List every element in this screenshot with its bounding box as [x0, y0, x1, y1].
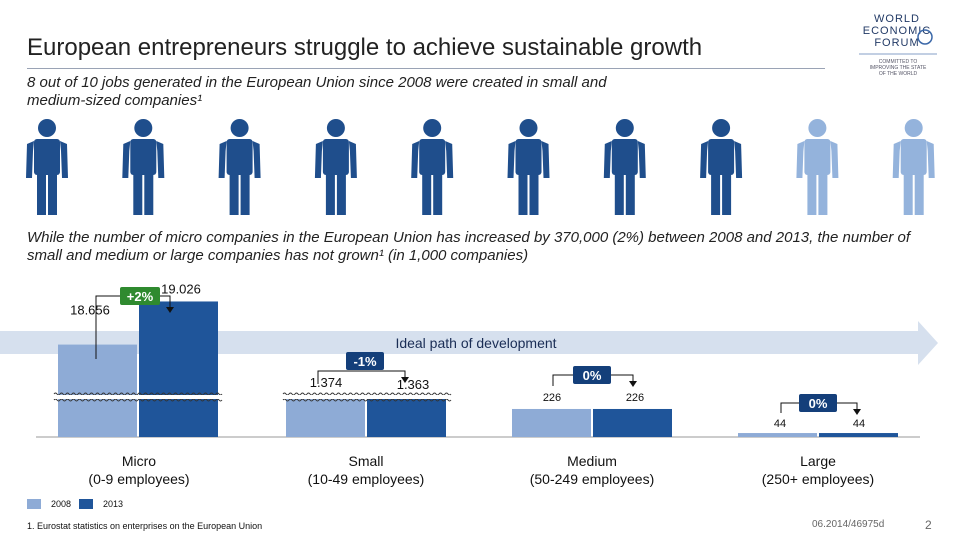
change-badge [573, 366, 611, 384]
data-label-2008: 226 [543, 392, 561, 404]
person-icon [411, 119, 454, 215]
bar-2008 [738, 433, 817, 437]
svg-text:ECONOMIC: ECONOMIC [863, 25, 932, 37]
category-label: Medium [567, 453, 617, 469]
svg-text:OF THE WORLD: OF THE WORLD [879, 71, 918, 77]
change-badge [346, 352, 384, 370]
bar-2008 [58, 344, 137, 437]
ideal-path-label: Ideal path of development [395, 335, 556, 351]
ideal-path-arrow [0, 321, 938, 365]
change-badge [799, 394, 837, 412]
person-icon [218, 119, 261, 215]
data-label-2013: 19.026 [161, 283, 201, 296]
change-connector [317, 370, 406, 384]
change-badge-label: 0% [583, 368, 602, 383]
category-label: Large [800, 453, 836, 469]
arrow-head [629, 381, 637, 387]
axis-break [282, 392, 452, 396]
svg-text:IMPROVING THE STATE: IMPROVING THE STATE [870, 65, 927, 71]
person-icon [603, 119, 646, 215]
person-icon [314, 119, 357, 215]
person-icon [122, 119, 165, 215]
bar-2013 [819, 433, 898, 437]
category-label: Small [348, 453, 383, 469]
axis-break [53, 392, 223, 396]
change-badge-label: 0% [809, 396, 828, 411]
category-label: (10-49 employees) [308, 471, 425, 487]
chart-description: While the number of micro companies in t… [27, 229, 911, 264]
person-icon [700, 119, 743, 215]
wef-logo: WORLD ECONOMIC FORUM COMMITTED TO IMPROV… [859, 13, 937, 77]
person-icon [796, 119, 839, 215]
svg-text:COMMITTED TO: COMMITTED TO [879, 59, 918, 65]
arrow-head [166, 307, 174, 313]
arrow-head [853, 409, 861, 415]
data-label-2008: 18.656 [70, 303, 110, 318]
bar-2008 [512, 408, 591, 437]
legend-label-2013: 2013 [103, 499, 124, 509]
axis-break [53, 398, 223, 402]
category-label: (50-249 employees) [530, 471, 655, 487]
legend-swatch-2008 [27, 499, 41, 509]
subtitle: 8 out of 10 jobs generated in the Europe… [27, 74, 607, 109]
page-number: 2 [925, 518, 932, 532]
axis-break [282, 398, 452, 402]
person-icon [507, 119, 550, 215]
data-label-2013: 44 [853, 418, 865, 430]
data-label-2013: 1.363 [397, 377, 430, 392]
change-badge [120, 287, 160, 305]
legend-swatch-2013 [79, 499, 93, 509]
bar-2013 [367, 397, 446, 437]
bar-2013 [593, 408, 672, 437]
axis-break-gap [283, 395, 450, 399]
change-badge-label: -1% [353, 354, 377, 369]
person-icon [892, 119, 935, 215]
svg-text:FORUM: FORUM [874, 37, 919, 49]
axis-break-gap [54, 395, 222, 399]
page-title: European entrepreneurs struggle to achie… [27, 34, 703, 61]
category-label: Micro [122, 453, 156, 469]
legend-label-2008: 2008 [51, 499, 72, 509]
data-label-2008: 44 [774, 418, 786, 430]
document-code: 06.2014/46975d [812, 519, 885, 530]
svg-text:WORLD: WORLD [874, 13, 920, 25]
category-label: (250+ employees) [762, 471, 874, 487]
change-badge-label: +2% [127, 289, 154, 304]
data-label-2008: 1.374 [310, 375, 343, 390]
title-divider [27, 68, 825, 69]
company-bar-chart: Ideal path of development 18.656 19.026 1.3… [0, 283, 938, 487]
arrow-head [401, 377, 409, 383]
bar-2013 [139, 301, 218, 437]
footnote: 1. Eurostat statistics on enterprises on… [27, 521, 263, 531]
category-label: (0-9 employees) [88, 471, 189, 487]
bar-2008 [286, 396, 365, 437]
data-label-2013: 226 [626, 392, 644, 404]
person-icon [26, 119, 68, 215]
people-pictogram [26, 119, 935, 215]
